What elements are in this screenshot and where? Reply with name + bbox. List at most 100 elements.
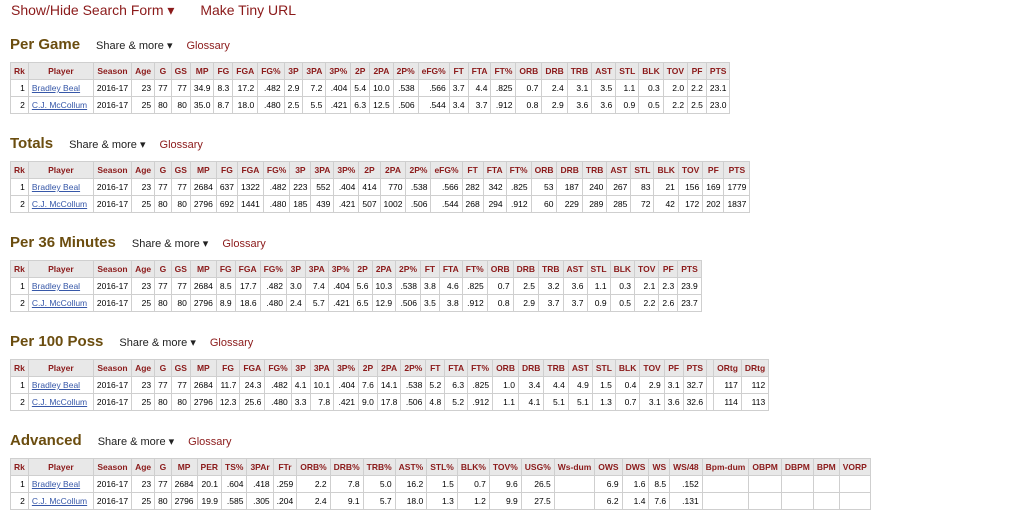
column-header[interactable]: 2PA	[376, 359, 402, 377]
column-header[interactable]: FG	[215, 161, 239, 179]
column-header[interactable]: TOV%	[488, 458, 522, 476]
column-header[interactable]: FG	[213, 62, 234, 80]
column-header[interactable]: PTS	[682, 359, 708, 377]
column-header[interactable]: 2PA	[371, 260, 397, 278]
column-header[interactable]: DRB	[556, 161, 583, 179]
column-header[interactable]: FGA	[232, 62, 259, 80]
column-header[interactable]: DBPM	[780, 458, 814, 476]
column-header[interactable]: ORB%	[296, 458, 331, 476]
column-header[interactable]: GS	[170, 62, 191, 80]
column-header[interactable]: GS	[170, 161, 191, 179]
column-header[interactable]: TRB	[538, 260, 564, 278]
column-header[interactable]: FTA	[482, 161, 507, 179]
column-header[interactable]: PF	[702, 161, 725, 179]
column-header[interactable]: PF	[658, 260, 679, 278]
column-header[interactable]: 2P%	[400, 359, 427, 377]
column-header[interactable]: FT%	[490, 62, 517, 80]
column-header[interactable]: eFG%	[430, 161, 463, 179]
column-header[interactable]: DRB	[541, 62, 568, 80]
column-header[interactable]: FTr	[272, 458, 298, 476]
column-header[interactable]: Rk	[10, 458, 29, 476]
column-header[interactable]: FG%	[259, 260, 287, 278]
column-header[interactable]: 2P%	[392, 62, 419, 80]
column-header[interactable]: FGA	[234, 260, 261, 278]
column-header[interactable]: 2P	[358, 161, 381, 179]
column-header[interactable]: MP	[189, 62, 215, 80]
column-header[interactable]: G	[154, 359, 172, 377]
column-header[interactable]: G	[154, 260, 172, 278]
column-header[interactable]: Season	[92, 161, 133, 179]
column-header[interactable]: PF	[687, 62, 707, 80]
column-header[interactable]: Bpm-dum	[701, 458, 750, 476]
column-header[interactable]: Rk	[10, 161, 29, 179]
column-header[interactable]: BLK%	[456, 458, 490, 476]
column-header[interactable]: OWS	[594, 458, 623, 476]
player-link[interactable]: C.J. McCollum	[31, 496, 88, 506]
column-header[interactable]: FT%	[467, 359, 494, 377]
column-header[interactable]: TRB	[581, 161, 608, 179]
column-header[interactable]: 3P	[283, 62, 304, 80]
column-header[interactable]: G	[154, 62, 172, 80]
column-header[interactable]: 3P	[290, 359, 311, 377]
column-header[interactable]: ORB	[486, 260, 514, 278]
column-header[interactable]: FT	[425, 359, 446, 377]
column-header[interactable]: FG%	[262, 161, 291, 179]
column-header[interactable]: FG%	[257, 62, 285, 80]
column-header[interactable]: DWS	[621, 458, 650, 476]
column-header[interactable]: Ws-dum	[553, 458, 596, 476]
share-more-button[interactable]: Share & more ▾	[96, 40, 173, 52]
column-header[interactable]	[706, 359, 715, 377]
column-header[interactable]: Age	[131, 458, 156, 476]
column-header[interactable]: TOV	[634, 260, 660, 278]
player-link[interactable]: C.J. McCollum	[31, 397, 88, 407]
column-header[interactable]: ORB	[515, 62, 543, 80]
player-link[interactable]: C.J. McCollum	[31, 199, 88, 209]
column-header[interactable]: TOV	[677, 161, 704, 179]
column-header[interactable]: WS	[648, 458, 671, 476]
column-header[interactable]: GS	[170, 359, 191, 377]
column-header[interactable]: BLK	[638, 62, 664, 80]
player-link[interactable]: Bradley Beal	[31, 281, 81, 291]
player-link[interactable]: Bradley Beal	[31, 182, 81, 192]
column-header[interactable]: WS/48	[669, 458, 703, 476]
column-header[interactable]: Age	[131, 359, 156, 377]
column-header[interactable]: 3PA	[309, 359, 335, 377]
column-header[interactable]: Season	[92, 458, 133, 476]
column-header[interactable]: FG%	[264, 359, 292, 377]
column-header[interactable]: Player	[27, 359, 94, 377]
column-header[interactable]: PER	[196, 458, 223, 476]
column-header[interactable]: 3P	[285, 260, 306, 278]
column-header[interactable]: 3PA	[304, 260, 329, 278]
column-header[interactable]: Age	[131, 62, 156, 80]
column-header[interactable]: MP	[189, 161, 217, 179]
column-header[interactable]: STL	[591, 359, 616, 377]
column-header[interactable]: FTA	[467, 62, 492, 80]
make-tiny-url-link[interactable]: Make Tiny URL	[200, 2, 297, 18]
column-header[interactable]: Player	[27, 458, 94, 476]
player-link[interactable]: Bradley Beal	[31, 380, 81, 390]
column-header[interactable]: 2PA	[379, 161, 407, 179]
column-header[interactable]: FT	[420, 260, 440, 278]
column-header[interactable]: DRtg	[740, 359, 770, 377]
column-header[interactable]: 2P	[358, 359, 378, 377]
column-header[interactable]: VORP	[838, 458, 871, 476]
column-header[interactable]: AST	[606, 161, 632, 179]
column-header[interactable]: Player	[27, 62, 94, 80]
column-header[interactable]: ORB	[492, 359, 519, 377]
column-header[interactable]: PTS	[705, 62, 731, 80]
column-header[interactable]: BLK	[609, 260, 636, 278]
column-header[interactable]: G	[154, 458, 172, 476]
glossary-link[interactable]: Glossary	[159, 139, 203, 151]
column-header[interactable]: 2P%	[395, 260, 422, 278]
share-more-button[interactable]: Share & more ▾	[131, 238, 209, 250]
column-header[interactable]: DRB	[517, 359, 545, 377]
column-header[interactable]: TS%	[221, 458, 248, 476]
column-header[interactable]: FG	[215, 260, 236, 278]
column-header[interactable]: GS	[170, 260, 191, 278]
column-header[interactable]: BPM	[812, 458, 840, 476]
column-header[interactable]: 3PA	[310, 161, 335, 179]
column-header[interactable]: TRB%	[362, 458, 396, 476]
column-header[interactable]: STL%	[426, 458, 458, 476]
column-header[interactable]: Season	[92, 260, 133, 278]
column-header[interactable]: G	[154, 161, 172, 179]
